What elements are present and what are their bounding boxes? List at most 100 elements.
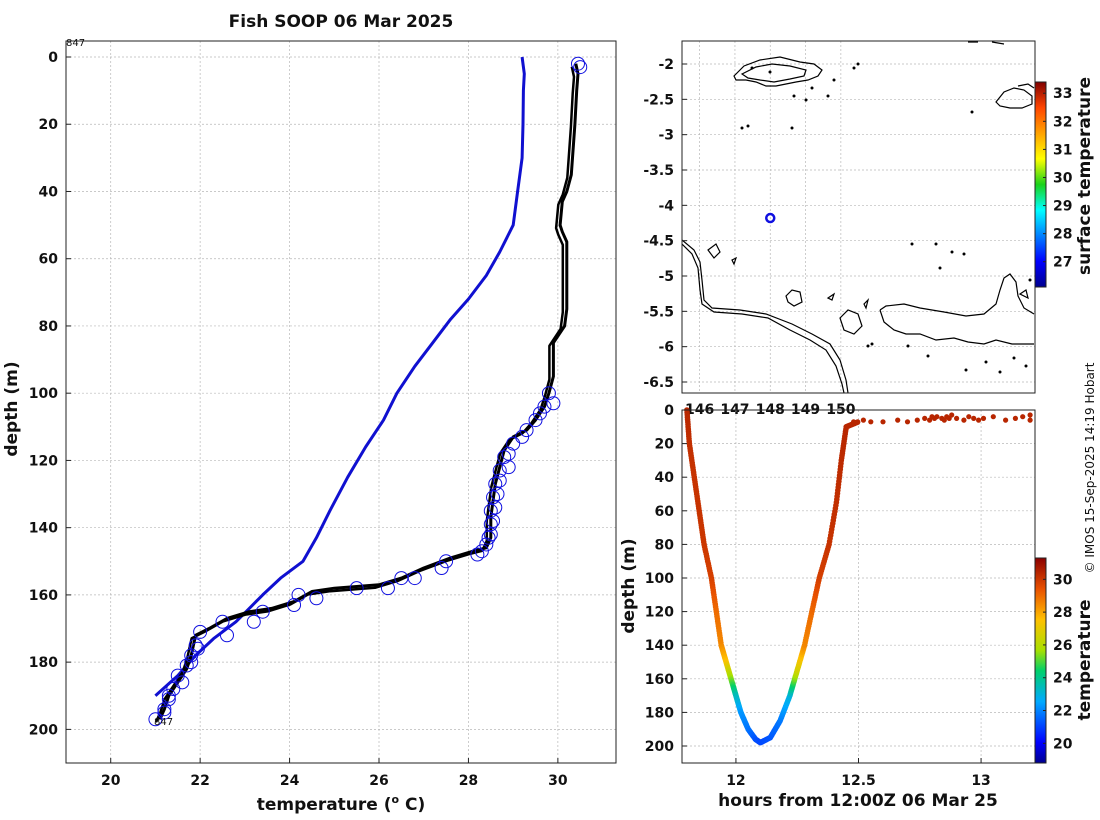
profile-marker <box>488 500 503 515</box>
profile-marker <box>170 668 185 683</box>
profile-marker <box>380 581 395 596</box>
surface-point <box>966 414 972 420</box>
profile-marker <box>506 436 521 451</box>
depth-time-y-tick-label: 80 <box>655 537 675 553</box>
map-y-tick-label: -6 <box>658 340 674 356</box>
profile-marker <box>519 423 534 438</box>
profile-marker <box>488 476 503 491</box>
huon-coast <box>879 273 1035 345</box>
temperature-colorbar-label: temperature <box>1075 599 1095 720</box>
surface-point <box>868 419 874 425</box>
profile-marker <box>486 490 501 505</box>
profile-marker <box>546 396 561 411</box>
profile-marker <box>309 591 324 606</box>
profile-y-tick-label: 0 <box>48 50 58 66</box>
profile-marker <box>474 544 489 559</box>
ascent-point <box>854 419 861 425</box>
profile-y-ticks: 0 20 40 60 80 100 120 140 160 180 200 <box>29 50 71 738</box>
x-label-superscript: o <box>392 793 400 806</box>
profile-marker <box>179 658 194 673</box>
profile-marker <box>492 463 507 478</box>
temperature-colorbar <box>1035 558 1046 763</box>
profile-marker <box>193 624 208 639</box>
surface-point <box>860 417 867 423</box>
temperature-colorbar-frame <box>1034 557 1047 764</box>
location-map: 146 147 148 149 150 -2-2.5-3-3.5-4-4.5-5-5.5… <box>643 40 1095 418</box>
profile-marker <box>166 682 181 697</box>
station-marker <box>765 212 776 224</box>
depth-time-y-label: depth (m) <box>619 538 639 633</box>
depth-time-y-tick-label: 100 <box>645 571 674 587</box>
depth-time-y-tick-label: 180 <box>645 705 674 721</box>
profile-frame <box>65 40 617 764</box>
map-colorbar <box>1035 82 1046 287</box>
depth-time-points <box>684 407 1033 746</box>
map-colorbar-tick-label: 31 <box>1053 142 1072 158</box>
x-label-unit: C) <box>399 795 425 815</box>
surface-point <box>954 415 960 421</box>
profile-marker <box>184 655 199 670</box>
surface-point <box>914 417 920 423</box>
profile-y-tick-label: 120 <box>29 453 58 469</box>
profile-marker <box>246 614 261 629</box>
profile-y-tick-label: 60 <box>39 252 59 268</box>
profile-x-tick-label: 28 <box>459 773 478 789</box>
island-4 <box>731 256 1029 310</box>
surface-point <box>1003 417 1009 423</box>
new-ireland-coast <box>968 41 1035 109</box>
depth-time-y-tick-label: 40 <box>655 470 675 486</box>
profile-marker <box>349 581 364 596</box>
surface-point <box>1012 415 1019 421</box>
island-2 <box>785 289 803 307</box>
profile-marker <box>255 604 270 619</box>
profile-marker <box>190 641 205 656</box>
profile-marker <box>219 628 234 643</box>
profile-marker <box>175 675 190 690</box>
map-colorbar-label: surface temperature <box>1075 77 1095 275</box>
profile-x-tick-label: 26 <box>369 773 388 789</box>
profile-marker <box>479 537 494 552</box>
profile-y-tick-label: 200 <box>29 722 58 738</box>
map-y-tick-label: -4.5 <box>643 234 674 250</box>
profile-marker <box>490 487 505 502</box>
depth-time-x-label: hours from 12:00Z 06 Mar 25 <box>718 791 998 811</box>
map-colorbar-tick-label: 27 <box>1053 255 1072 271</box>
map-y-tick-label: -6.5 <box>643 375 674 391</box>
profile-series-profile-duplicate <box>154 66 576 723</box>
profile-marker <box>188 638 203 653</box>
surface-point <box>971 415 977 421</box>
profile-marker <box>287 597 302 612</box>
profile-y-label: depth (m) <box>2 361 22 456</box>
profile-marker <box>215 614 230 629</box>
profile-marker <box>541 386 556 401</box>
island-1 <box>707 243 721 259</box>
profile-marker <box>157 705 172 720</box>
map-grid <box>682 41 1035 393</box>
profile-marker <box>439 554 454 569</box>
profile-y-tick-label: 40 <box>39 184 59 200</box>
profile-marker <box>481 530 496 545</box>
map-y-tick-label: -5 <box>658 269 674 285</box>
map-y-tick-label: -2.5 <box>643 92 674 108</box>
depth-time-y-tick-label: 0 <box>664 403 674 419</box>
new-britain-coast <box>733 56 823 87</box>
map-colorbar-tick-label: 29 <box>1053 199 1072 215</box>
map-colorbar-ticks: 27 28 29 30 31 32 33 <box>1034 81 1073 288</box>
profile-x-tick-label: 20 <box>101 773 121 789</box>
depth-time-y-tick-label: 200 <box>645 739 674 755</box>
profile-marker <box>157 702 172 717</box>
profile-grid <box>66 41 616 763</box>
profile-y-tick-label: 20 <box>39 117 59 133</box>
profile-marker <box>532 406 547 421</box>
map-colorbar-tick-label: 28 <box>1053 227 1072 243</box>
depth-time-y-tick-label: 140 <box>645 638 674 654</box>
surface-point <box>980 415 987 421</box>
depth-time-chart: 12 12.5 13 0 20 40 60 80 100 120 140 160 180 200 hou… <box>619 403 1095 811</box>
map-y-ticks: -2 -2.5 -3 -3.5 -4 -4.5 -5 -5.5 -6 -6.5 <box>643 57 687 391</box>
depth-time-grid <box>682 409 1035 763</box>
temperature-colorbar-tick-label: 26 <box>1053 638 1072 654</box>
profile-y-tick-label: 160 <box>29 588 58 604</box>
profile-x-tick-label: 30 <box>548 773 568 789</box>
x-label-text: temperature ( <box>257 795 392 815</box>
